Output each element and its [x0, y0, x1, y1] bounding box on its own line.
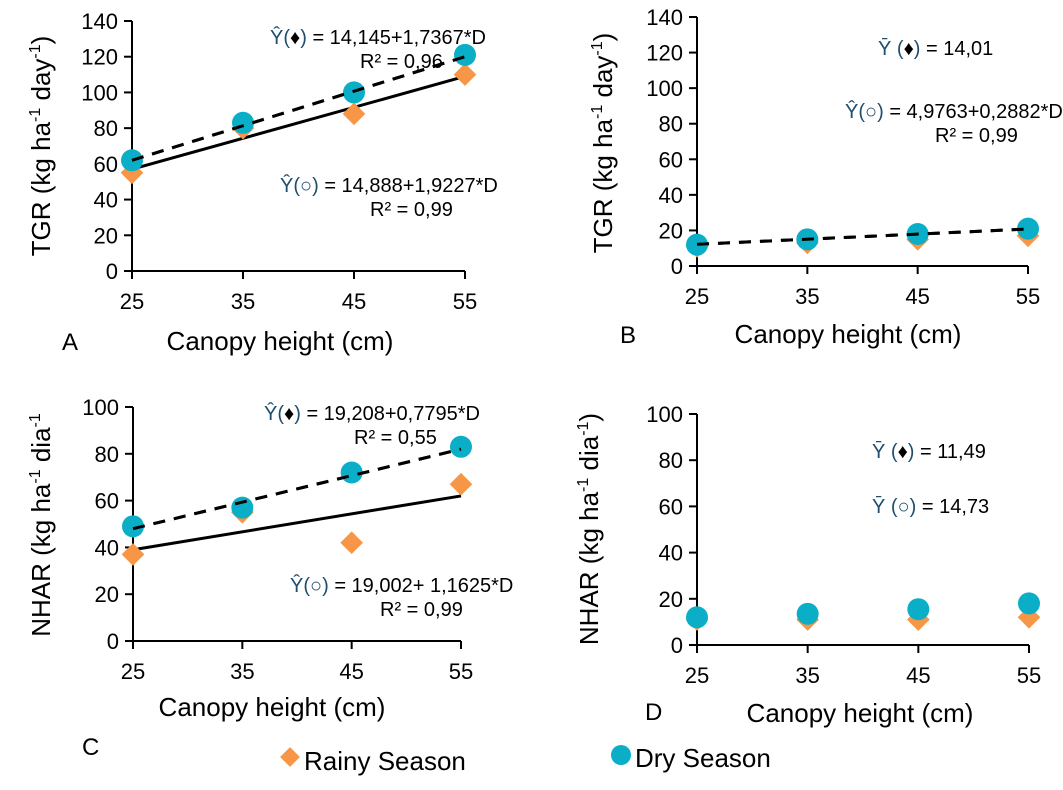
y-tick-label: 0	[107, 629, 119, 654]
x-tick-label: 45	[906, 663, 930, 688]
x-tick-label: 55	[449, 659, 473, 684]
rainy-trendline	[132, 494, 462, 552]
rainy-point	[340, 531, 363, 555]
x-tick-label: 55	[1017, 663, 1041, 688]
dry-point	[1018, 592, 1040, 615]
panel-letter: B	[620, 322, 636, 349]
y-tick-label: 80	[659, 448, 683, 473]
x-tick-label: 25	[121, 659, 145, 684]
x-tick-label: 45	[905, 284, 929, 309]
dry-trendline-overlay	[132, 447, 462, 531]
equation-annotation: Ŷ(○) = 4,9763+0,2882*D	[845, 100, 1063, 123]
rainy-point	[342, 102, 366, 126]
y-tick-label: 0	[671, 254, 683, 279]
rainy-trendline	[131, 74, 466, 171]
dry-point	[450, 435, 472, 458]
panel-letter: C	[82, 734, 99, 761]
y-tick-label: 0	[671, 633, 683, 658]
x-axis-label: Canopy height (cm)	[167, 326, 394, 356]
equation-annotation: Ȳ (○) = 14,73	[872, 495, 989, 518]
y-tick-label: 60	[659, 494, 683, 519]
y-tick-label: 80	[659, 112, 683, 137]
y-tick-label: 40	[659, 541, 683, 566]
y-tick-label: 60	[659, 147, 683, 172]
r-squared-annotation: R² = 0,99	[935, 125, 1018, 147]
legend-rainy-label: Rainy Season	[304, 746, 466, 776]
dry-point	[231, 496, 254, 519]
equation-annotation: Ȳ (♦) = 11,49	[872, 440, 986, 463]
x-tick-label: 45	[339, 659, 363, 684]
x-tick-label: 25	[685, 663, 709, 688]
y-tick-label: 60	[94, 152, 118, 177]
panel-letter: A	[62, 329, 78, 356]
y-axis-label: NHAR (kg ha-1 dia-1	[26, 413, 56, 637]
equation-annotation: Ȳ (♦) = 14,01	[878, 37, 993, 60]
x-tick-label: 35	[795, 663, 819, 688]
x-tick-label: 55	[453, 289, 477, 314]
y-tick-label: 20	[95, 582, 119, 607]
y-tick-label: 60	[95, 489, 119, 514]
y-axis-label: NHAR (kg ha-1 dia-1)	[574, 413, 604, 645]
y-tick-label: 100	[82, 395, 119, 420]
r-squared-annotation: R² = 0,55	[354, 427, 437, 449]
y-tick-label: 20	[659, 587, 683, 612]
y-tick-label: 100	[81, 80, 118, 105]
x-tick-label: 35	[231, 289, 255, 314]
dry-point	[907, 598, 930, 621]
panel-a: 0 20 40 60 80 100 120 140 25 35 45 55 Canopy height …	[26, 9, 498, 356]
y-tick-label: 40	[95, 535, 119, 560]
dry-point	[454, 43, 476, 66]
x-tick-label: 55	[1016, 284, 1040, 309]
y-tick-label: 120	[646, 41, 683, 66]
dry-point	[122, 515, 144, 538]
y-tick-label: 80	[94, 116, 118, 141]
y-tick-label: 140	[646, 5, 683, 30]
y-axis-label: TGR (kg ha-1 day-1)	[26, 36, 56, 257]
rainy-point	[449, 472, 473, 496]
panel-d: 0 20 40 60 80 100 25 35 45 55 Canopy height (cm) NH…	[574, 402, 1041, 728]
dry-point	[796, 602, 819, 625]
y-tick-label: 20	[659, 218, 683, 243]
rainy-point	[453, 63, 477, 86]
equation-annotation: Ŷ(♦) = 14,145+1,7367*D	[270, 26, 486, 49]
y-tick-label: 120	[81, 45, 118, 70]
y-tick-label: 140	[81, 9, 118, 34]
legend: Rainy Season Dry Season	[280, 743, 771, 776]
y-tick-label: 80	[95, 442, 119, 467]
panel-b: 0 20 40 60 80 100 120 140 25 35 45 55 Canopy height …	[588, 5, 1063, 349]
x-axis-label: Canopy height (cm)	[735, 319, 962, 349]
equation-annotation: Ŷ(♦) = 19,208+0,7795*D	[264, 402, 480, 425]
y-tick-label: 40	[659, 183, 683, 208]
dry-point	[232, 111, 254, 134]
panel-c: 0 20 40 60 80 100 25 35 45 55 Canopy height (cm) NH…	[26, 395, 513, 761]
legend-rainy-marker	[280, 747, 300, 767]
x-tick-label: 35	[230, 659, 254, 684]
y-tick-label: 40	[94, 188, 118, 213]
y-tick-label: 100	[646, 76, 683, 101]
legend-dry-marker	[611, 745, 631, 765]
equation-annotation: Ŷ(○) = 14,888+1,9227*D	[280, 174, 498, 197]
dry-trendline-overlay	[696, 227, 1029, 246]
y-tick-label: 20	[94, 223, 118, 248]
x-tick-label: 25	[685, 284, 709, 309]
dry-point	[686, 606, 708, 629]
dry-point	[686, 233, 708, 256]
y-tick-label: 100	[646, 402, 683, 427]
x-axis-label: Canopy height (cm)	[159, 692, 386, 722]
x-tick-label: 45	[342, 289, 366, 314]
x-axis-label: Canopy height (cm)	[747, 698, 974, 728]
y-axis-label: TGR (kg ha-1 day-1)	[588, 33, 618, 254]
legend-dry-label: Dry Season	[635, 743, 771, 773]
x-tick-label: 35	[795, 284, 819, 309]
panel-letter: D	[645, 699, 662, 726]
x-tick-label: 25	[120, 289, 144, 314]
r-squared-annotation: R² = 0,96	[360, 51, 443, 73]
equation-annotation: Ŷ(○) = 19,002+ 1,1625*D	[290, 574, 513, 597]
dry-point	[1017, 217, 1039, 240]
y-tick-label: 0	[106, 259, 118, 284]
r-squared-annotation: R² = 0,99	[370, 199, 453, 221]
dry-trendline-overlay	[131, 55, 466, 162]
r-squared-annotation: R² = 0,99	[380, 599, 463, 621]
